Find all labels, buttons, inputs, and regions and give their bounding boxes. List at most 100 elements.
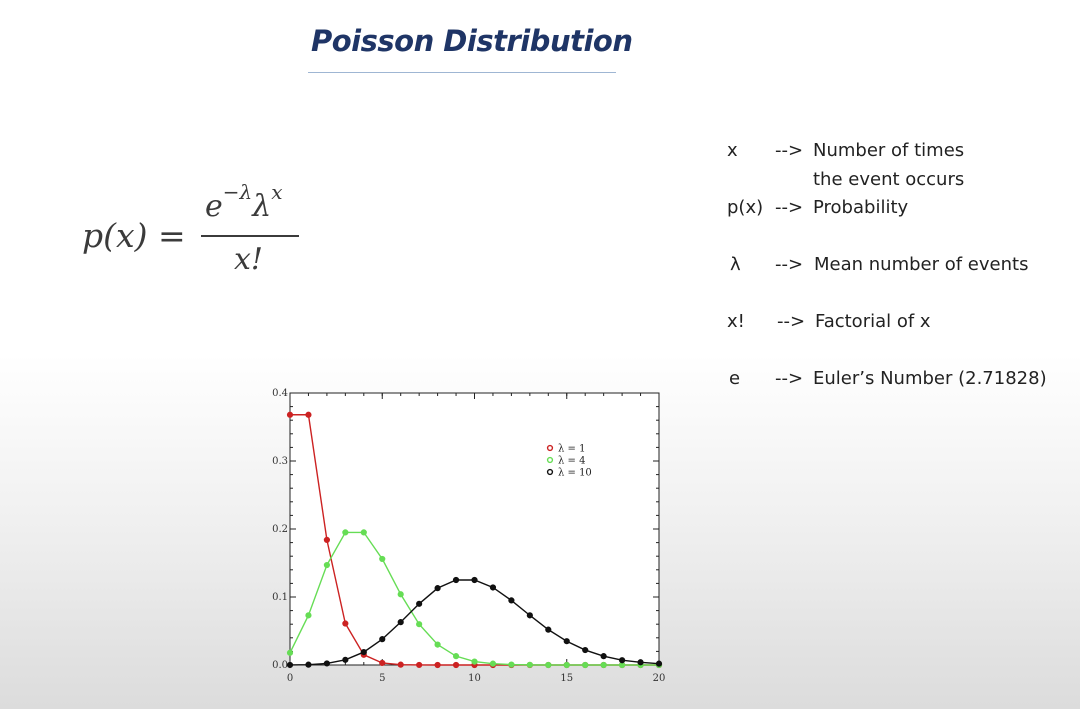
data-point — [434, 661, 441, 669]
definition-text: Euler’s Number (2.71828) — [813, 368, 1047, 389]
data-point — [508, 597, 515, 604]
definition-text: Probability — [813, 197, 909, 218]
y-tick-label: 0.4 — [272, 388, 288, 399]
definition-text: Factorial of x — [815, 311, 931, 332]
data-point — [452, 576, 460, 584]
poisson-chart: 0 5 10 15 20 0.0 0.1 0.2 0.3 0.4 λ = 1λ = 4λ = 10 — [272, 388, 666, 684]
data-point — [379, 636, 386, 643]
definition-px: p(x) --> Probability — [727, 197, 1067, 221]
definition-arrow: --> — [777, 311, 806, 332]
definition-x: x --> Number of times the event occurs — [727, 140, 1067, 190]
data-point — [637, 659, 644, 666]
data-point — [305, 612, 312, 619]
definition-symbol: x — [727, 140, 738, 161]
data-point — [434, 641, 441, 648]
data-point — [489, 584, 497, 591]
formula-lambda: λ — [252, 189, 272, 224]
data-point — [342, 620, 349, 627]
definition-symbol: e — [729, 368, 741, 389]
data-point — [342, 656, 349, 663]
data-point — [305, 411, 312, 418]
definition-symbol: p(x) — [727, 197, 764, 218]
definition-text-line2: the event occurs — [813, 169, 965, 190]
x-tick-label: 5 — [379, 673, 385, 684]
data-point — [600, 661, 607, 669]
data-point — [526, 612, 533, 619]
data-point — [563, 638, 570, 645]
definition-symbol: λ — [730, 254, 741, 275]
fraction-bar — [201, 235, 299, 237]
legend-marker — [546, 444, 554, 452]
data-point — [416, 661, 423, 669]
definition-factorial: x! --> Factorial of x — [727, 311, 1067, 335]
data-point — [379, 555, 386, 563]
data-point — [286, 661, 294, 669]
data-point — [416, 621, 423, 628]
definition-text: Number of times — [813, 140, 965, 161]
poisson-formula: p(x) = e−λλx x! — [78, 180, 318, 290]
slide-title: Poisson Distribution — [311, 24, 633, 58]
definition-lambda: λ --> Mean number of events — [730, 254, 1070, 278]
series-group — [286, 411, 663, 669]
y-tick-label: 0.2 — [272, 524, 288, 535]
legend-label: λ = 10 — [558, 468, 592, 479]
formula-numerator: e−λλx — [205, 180, 283, 224]
data-point — [489, 660, 497, 667]
definition-euler: e --> Euler’s Number (2.71828) — [729, 368, 1074, 392]
definition-arrow: --> — [775, 254, 804, 275]
data-point — [471, 576, 478, 584]
formula-e-exponent: −λ — [222, 180, 253, 204]
data-point — [305, 661, 312, 668]
definition-text: Mean number of events — [814, 254, 1029, 275]
data-point — [397, 591, 404, 598]
data-point — [286, 411, 294, 418]
x-tick-label: 10 — [468, 673, 481, 684]
data-point — [508, 661, 515, 668]
data-point — [582, 646, 589, 654]
data-point — [286, 649, 294, 656]
data-point — [526, 661, 533, 668]
data-point — [582, 661, 589, 669]
chart-legend: λ = 1λ = 4λ = 10 — [546, 444, 592, 479]
x-tick-label: 0 — [287, 673, 293, 684]
data-point — [323, 536, 331, 543]
definition-arrow: --> — [775, 140, 804, 161]
data-point — [434, 585, 441, 592]
data-point — [360, 529, 367, 536]
formula-lambda-exponent: x — [271, 180, 283, 204]
data-point — [323, 660, 331, 667]
legend-marker — [546, 468, 554, 476]
data-point — [360, 648, 367, 656]
data-point — [600, 653, 607, 660]
formula-lhs: p(x) = — [82, 216, 186, 255]
data-point — [545, 626, 552, 633]
legend-label: λ = 4 — [558, 456, 585, 467]
definition-arrow: --> — [775, 197, 804, 218]
definition-arrow: --> — [775, 368, 804, 389]
data-point — [379, 659, 386, 667]
data-point — [619, 657, 626, 664]
data-point — [655, 660, 663, 667]
data-point — [471, 658, 478, 665]
data-point — [563, 661, 570, 669]
data-point — [397, 661, 404, 668]
x-tick-label: 20 — [653, 673, 666, 684]
y-tick-label: 0.0 — [272, 660, 288, 671]
y-tick-label: 0.1 — [272, 592, 288, 603]
x-tick-label: 15 — [560, 673, 573, 684]
data-point — [452, 661, 460, 669]
plot-area — [289, 392, 660, 666]
definition-symbol: x! — [727, 311, 745, 332]
data-point — [545, 661, 552, 669]
y-tick-label: 0.3 — [272, 456, 288, 467]
data-point — [416, 600, 423, 607]
legend-marker — [546, 456, 554, 464]
formula-denominator: x! — [234, 242, 263, 277]
data-point — [397, 619, 404, 626]
formula-e: e — [205, 189, 223, 224]
data-point — [323, 561, 331, 569]
data-point — [342, 529, 349, 536]
data-point — [452, 653, 460, 660]
legend-label: λ = 1 — [558, 444, 585, 455]
title-underline — [308, 72, 616, 73]
